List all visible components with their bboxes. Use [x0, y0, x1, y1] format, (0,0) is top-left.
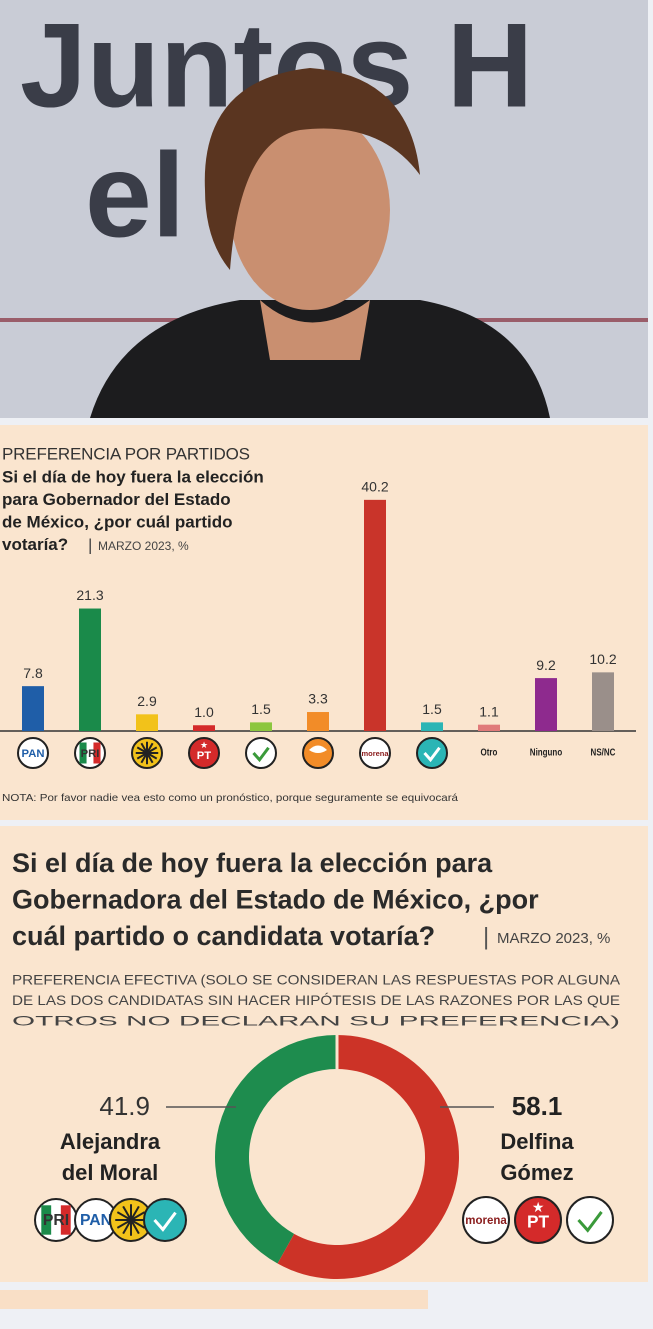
party-logo	[245, 737, 277, 769]
face	[230, 110, 390, 310]
party-logo	[462, 1196, 510, 1244]
logo-text: morena	[361, 749, 389, 758]
photo: Juntos H el Es	[0, 0, 648, 418]
party-logo	[188, 737, 220, 769]
value-label: 10.2	[589, 651, 616, 667]
chart-title: de México, ¿por cuál partido	[2, 512, 232, 531]
candidate-name: Gómez	[500, 1160, 573, 1185]
bar	[364, 499, 386, 731]
logo-star: ★	[200, 740, 208, 750]
bar	[250, 722, 272, 731]
note: NOTA: Por favor nadie vea esto como un p…	[2, 792, 458, 804]
logo-ray	[130, 1219, 146, 1229]
bar	[193, 725, 215, 731]
logo-text: PRI	[81, 748, 100, 760]
logo-ray	[130, 1211, 146, 1221]
logo-stripe	[93, 742, 101, 764]
value-label: 40.2	[361, 479, 388, 495]
chart-subtitle: PREFERENCIA POR PARTIDOS	[2, 444, 250, 463]
footer-strip	[0, 1290, 428, 1309]
neck	[260, 300, 370, 360]
candidate-name: Delfina	[500, 1129, 574, 1154]
category-label: Otro	[481, 747, 498, 758]
value-label: 41.9	[99, 1091, 150, 1121]
logo-icon	[252, 746, 270, 763]
bar	[307, 712, 329, 731]
chart-date: MARZO 2023, %	[497, 930, 610, 947]
value-label: 1.5	[422, 701, 442, 717]
party-logo	[359, 737, 391, 769]
bar	[592, 672, 614, 731]
logo-text: PT	[527, 1212, 550, 1232]
logo-stripe	[79, 742, 87, 764]
logo-ray	[116, 1219, 132, 1229]
category-label: Ninguno	[530, 747, 563, 758]
value-label: 9.2	[536, 657, 556, 673]
category-label: NS/NC	[591, 747, 616, 758]
bar	[136, 714, 158, 731]
logo-ray	[122, 1205, 132, 1221]
logo-text: PAN	[80, 1212, 112, 1229]
logo-text: morena	[465, 1215, 507, 1227]
chart-title: Si el día de hoy fuera la elección para	[12, 848, 493, 878]
value-label: 1.1	[479, 703, 499, 719]
value-label: 1.0	[194, 704, 214, 720]
value-label: 2.9	[137, 693, 157, 709]
logo-ray	[116, 1211, 132, 1221]
bar	[421, 722, 443, 731]
party-logo	[566, 1196, 614, 1244]
logo-icon	[423, 746, 441, 763]
logo-text: PAN	[22, 748, 45, 760]
logo-ray	[146, 746, 158, 754]
separator: |	[483, 923, 489, 950]
chart-subtitle: PREFERENCIA EFECTIVA (SOLO SE CONSIDERAN…	[12, 972, 621, 988]
candidate-name: Alejandra	[60, 1129, 161, 1154]
hair	[204, 68, 420, 270]
logo-ray	[122, 1219, 132, 1235]
logo-icon	[153, 1211, 177, 1232]
bar	[79, 608, 101, 731]
party-logo	[17, 737, 49, 769]
chart-title: para Gobernador del Estado	[2, 490, 231, 509]
value-label: 3.3	[308, 691, 328, 707]
chart-title: votaría?	[2, 535, 68, 554]
chart-date: MARZO 2023, %	[98, 539, 189, 553]
party-logo	[143, 1198, 187, 1242]
chart-title: cuál partido o candidata votaría?	[12, 921, 435, 951]
logo-text: PT	[197, 750, 212, 762]
chart-subtitle: DE LAS DOS CANDIDATAS SIN HACER HIPÓTESI…	[12, 992, 620, 1008]
chart-title: Si el día de hoy fuera la elección	[2, 467, 264, 486]
logo-ray	[130, 1205, 140, 1221]
logo-stripe	[60, 1205, 71, 1235]
value-label: 58.1	[512, 1091, 563, 1121]
logo-icon	[309, 745, 327, 753]
donut-slice	[215, 1035, 337, 1264]
logo-stripe	[41, 1205, 52, 1235]
party-logo	[416, 737, 448, 769]
bar	[22, 686, 44, 731]
logo-star: ★	[532, 1200, 544, 1215]
party-logo	[514, 1196, 562, 1244]
separator: |	[88, 535, 92, 554]
chart-subtitle: OTROS NO DECLARAN SU PREFERENCIA)	[12, 1013, 620, 1029]
value-label: 7.8	[23, 665, 43, 681]
logo-icon	[577, 1211, 603, 1233]
bar	[478, 724, 500, 731]
value-label: 1.5	[251, 701, 271, 717]
logo-ray	[130, 1219, 140, 1235]
bar	[535, 678, 557, 731]
logo-text: PRI	[43, 1212, 69, 1229]
value-label: 21.3	[76, 587, 103, 603]
donut-slice	[277, 1035, 460, 1280]
chart-title: Gobernadora del Estado de México, ¿por	[12, 885, 539, 915]
candidate-name: del Moral	[62, 1160, 159, 1185]
